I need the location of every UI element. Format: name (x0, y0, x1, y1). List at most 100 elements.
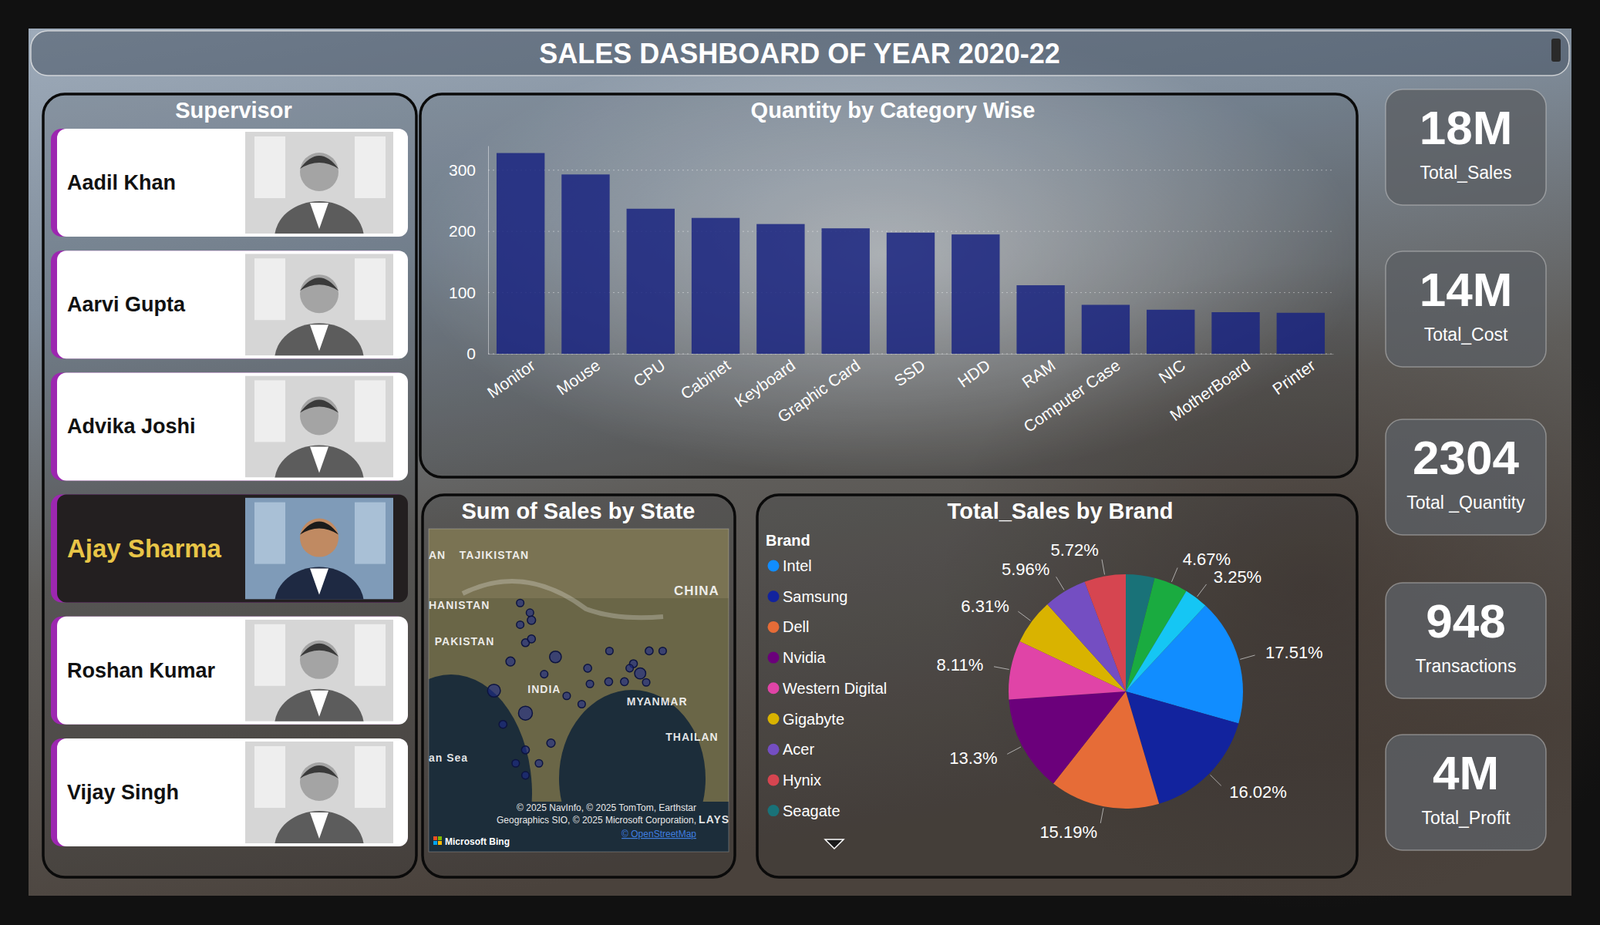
state-bubble[interactable] (645, 646, 654, 655)
map-places: ANTAJIKISTANHANISTANPAKISTANCHINAINDIAMY… (428, 549, 730, 826)
state-bubble[interactable] (583, 664, 592, 673)
map-attribution: © 2025 NavInfo, © 2025 TomTom, Earthstar (516, 802, 697, 814)
x-tick-label: Monitor (483, 356, 539, 402)
legend-item[interactable]: Intel (768, 557, 812, 575)
legend-item[interactable]: Gigabyte (768, 710, 846, 728)
legend-item[interactable]: Seagate (768, 802, 841, 820)
legend-swatch (768, 805, 780, 817)
y-tick: 100 (448, 283, 489, 302)
grid (488, 170, 1334, 354)
grid-line (488, 231, 1334, 233)
panel-title: Supervisor (175, 97, 293, 123)
x-axis: MonitorMouseCPUCabinetKeyboardGraphic Ca… (483, 353, 1334, 436)
state-bubble[interactable] (634, 667, 646, 679)
state-bubble[interactable] (626, 664, 634, 673)
legend-label: Western Digital (782, 680, 887, 698)
map-logo-text: Microsoft Bing (444, 836, 510, 848)
state-bubble[interactable] (498, 720, 507, 729)
state-bubble[interactable] (659, 647, 667, 656)
pie-slice[interactable] (1084, 574, 1126, 692)
kpi-value: 18M (1419, 101, 1513, 155)
legend-scroll-arrow[interactable] (825, 839, 844, 849)
state-bubble[interactable] (562, 692, 571, 701)
bar (1081, 304, 1130, 354)
legend-item[interactable]: Nvidia (768, 649, 827, 667)
leader-line (1056, 576, 1065, 590)
state-bubble[interactable] (546, 739, 556, 748)
state-bubble[interactable] (527, 616, 536, 625)
state-bubble[interactable] (505, 656, 516, 667)
photo-head (299, 274, 339, 314)
pie-data-label: 6.31% (960, 596, 1009, 617)
pie-data-label: 17.51% (1265, 643, 1324, 663)
state-bubble[interactable] (604, 677, 613, 686)
state-bubble[interactable] (540, 670, 549, 679)
grid-line (488, 169, 1334, 171)
place-label: MYANMAR (626, 695, 688, 708)
photo-hair (299, 765, 339, 779)
x-tick: MotherBoard (1166, 353, 1254, 425)
state-bubble[interactable] (522, 771, 530, 780)
pie-slice[interactable] (1008, 691, 1126, 784)
y-tick: 0 (466, 344, 489, 363)
legend-label: Dell (782, 618, 809, 636)
x-tick-label: Mouse (553, 356, 604, 399)
state-bubble[interactable] (516, 599, 525, 607)
state-bubble[interactable] (606, 647, 614, 656)
map-frame (428, 528, 729, 853)
state-bubble[interactable] (518, 706, 533, 721)
pie-data-label: 3.25% (1213, 567, 1262, 587)
map-range (462, 581, 664, 618)
kpi-value: 2304 (1412, 431, 1520, 485)
state-bubble[interactable] (525, 609, 534, 617)
legend-item[interactable]: Dell (768, 618, 810, 636)
state-bubble[interactable] (549, 651, 562, 664)
leader-line (1101, 559, 1105, 576)
dashboard-svg: SALES DASHBOARD OF YEAR 2020-22Superviso… (0, 0, 1600, 925)
legend: BrandIntelSamsungDellNvidiaWestern Digit… (765, 532, 887, 849)
pie-data-label: 8.11% (936, 655, 984, 675)
x-tick: Computer Case (1020, 353, 1124, 436)
title-scroll (1551, 38, 1561, 62)
supervisor-name: Ajay Sharma (67, 534, 223, 563)
state-bubble[interactable] (512, 759, 520, 768)
pie-data-label: 16.02% (1229, 782, 1287, 802)
state-bubble[interactable] (620, 677, 629, 686)
supervisor-card[interactable]: Vijay Singh (50, 738, 408, 886)
photo-body (274, 811, 364, 844)
panel-title: Total_Sales by Brand (947, 498, 1174, 524)
bar (561, 174, 610, 354)
photo-head (299, 518, 339, 558)
state-bubble[interactable] (586, 680, 594, 688)
title-bar (30, 30, 1570, 76)
state-bubble[interactable] (516, 621, 525, 630)
photo-hair (299, 155, 339, 169)
legend-item[interactable]: Samsung (768, 588, 849, 606)
supervisor-name: Roshan Kumar (67, 659, 216, 683)
background-snow (408, 30, 1365, 479)
pie-data-label: 4.67% (1182, 549, 1231, 570)
leader-line (1100, 808, 1104, 824)
place-label: THAILAN (665, 730, 718, 744)
legend-item[interactable]: Hynix (768, 771, 822, 789)
photo-hair (299, 643, 339, 657)
place-label: CHINA (673, 583, 720, 599)
y-tick-label: 200 (448, 222, 476, 240)
state-bubble[interactable] (642, 678, 651, 687)
card-photo (245, 498, 394, 600)
card-photo (245, 131, 394, 234)
state-bubble[interactable] (535, 759, 543, 768)
state-bubble[interactable] (527, 635, 536, 644)
photo-window (354, 380, 386, 442)
state-bubble[interactable] (487, 684, 501, 698)
legend-item[interactable]: Western Digital (768, 680, 888, 698)
state-bubble[interactable] (521, 746, 529, 755)
leader-line (1239, 655, 1255, 660)
pie-slice[interactable] (1125, 591, 1206, 692)
pie (1008, 574, 1243, 809)
state-bubble[interactable] (578, 700, 587, 709)
map-base (428, 528, 729, 853)
legend-item[interactable]: Acer (768, 741, 816, 758)
x-tick: Graphic Card (774, 353, 863, 426)
bar (496, 153, 545, 354)
